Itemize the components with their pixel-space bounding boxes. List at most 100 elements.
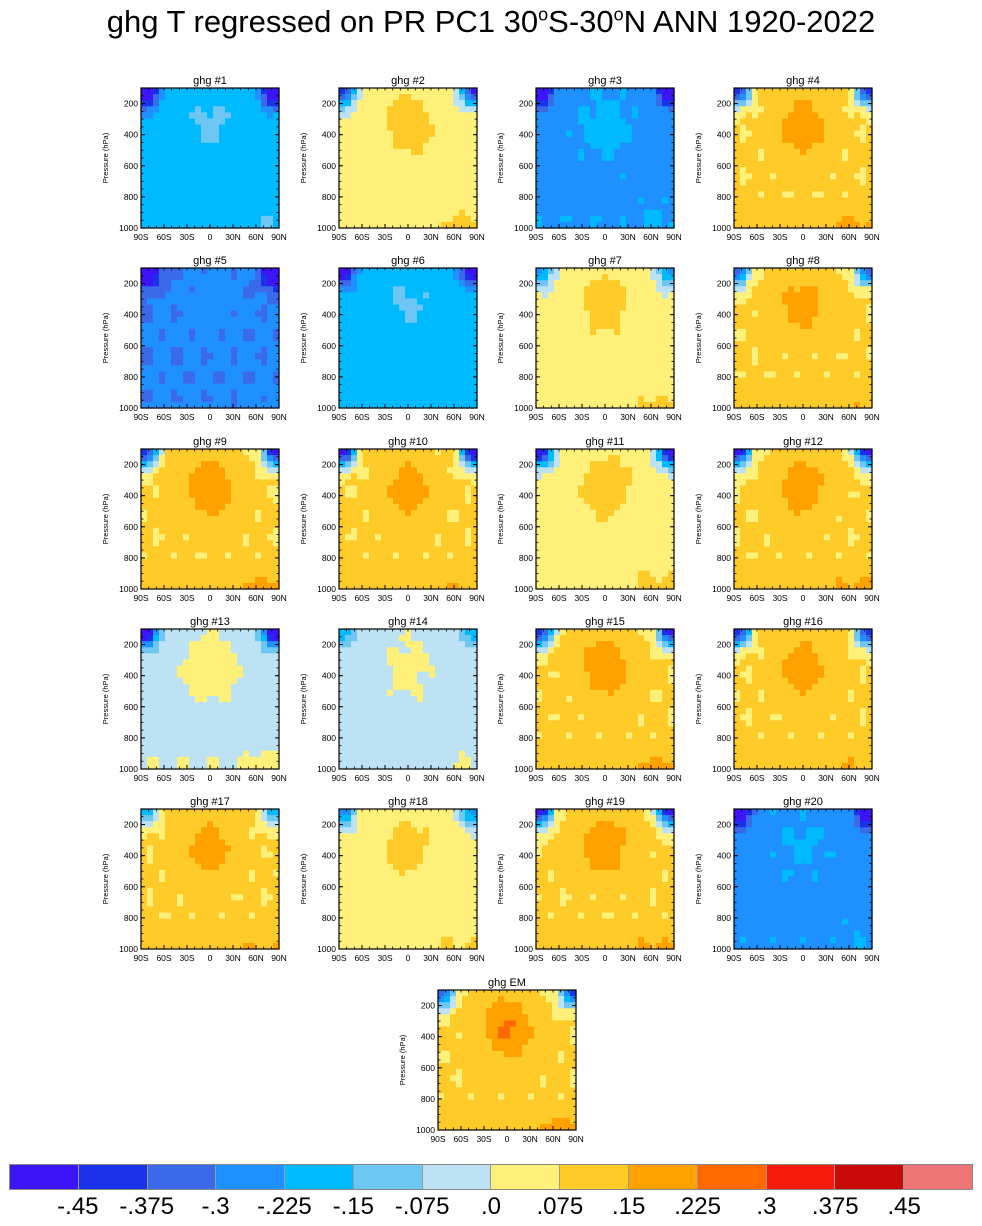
contour-cell (650, 280, 657, 287)
contour-cell (183, 209, 190, 217)
contour-cell (566, 124, 573, 132)
contour-cell (590, 215, 597, 223)
contour-cell (141, 130, 148, 138)
contour-cell (171, 359, 178, 366)
contour-cell (441, 371, 448, 379)
contour-cell (465, 100, 472, 107)
contour-cell (381, 322, 388, 330)
contour-cell (141, 353, 148, 360)
contour-cell (620, 359, 627, 366)
contour-cell (273, 383, 280, 391)
contour-cell (171, 310, 178, 318)
contour-cell (213, 136, 220, 144)
contour-cell (788, 179, 795, 186)
contour-cell (734, 304, 741, 312)
contour-cell (548, 371, 555, 379)
contour-cell (644, 268, 651, 275)
contour-cell (638, 365, 645, 373)
contour-cell (255, 215, 262, 223)
contour-cell (800, 334, 807, 342)
contour-cell (782, 322, 789, 330)
contour-cell (255, 395, 262, 403)
contour-cell (566, 221, 573, 229)
contour-cell (435, 124, 442, 132)
contour-cell (351, 221, 358, 229)
contour-cell (572, 280, 579, 287)
contour-cell (620, 100, 627, 107)
contour-cell (836, 371, 843, 379)
contour-cell (393, 401, 400, 409)
contour-cell (441, 310, 448, 318)
contour-cell (213, 179, 220, 186)
contour-cell (387, 209, 394, 217)
contour-cell (249, 167, 256, 174)
contour-cell (776, 377, 783, 385)
contour-cell (189, 341, 196, 348)
contour-cell (602, 347, 609, 354)
contour-cell (453, 365, 460, 373)
contour-cell (842, 377, 849, 385)
contour-cell (357, 173, 364, 180)
contour-cell (195, 316, 202, 324)
contour-cell (578, 365, 585, 373)
contour-cell (345, 377, 352, 385)
contour-cell (255, 94, 262, 101)
contour-cell (776, 185, 783, 193)
contour-cell (399, 292, 406, 300)
contour-cell (800, 209, 807, 217)
contour-cell (381, 209, 388, 217)
contour-cell (566, 322, 573, 330)
contour-cell (812, 100, 819, 107)
contour-cell (447, 401, 454, 409)
contour-cell (453, 203, 460, 211)
contour-cell (842, 365, 849, 373)
contour-cell (219, 142, 226, 150)
contour-cell (207, 304, 214, 312)
contour-cell (554, 359, 561, 366)
contour-cell (363, 130, 370, 138)
contour-cell (423, 334, 430, 342)
contour-cell (363, 124, 370, 132)
contour-cell (387, 179, 394, 186)
contour-cell (147, 161, 154, 168)
contour-cell (261, 118, 268, 126)
contour-cell (788, 334, 795, 342)
contour-cell (578, 377, 585, 385)
contour-cell (812, 161, 819, 168)
contour-cell (614, 88, 621, 95)
contour-cell (800, 148, 807, 156)
contour-cell (836, 88, 843, 95)
contour-cell (620, 310, 627, 318)
contour-cell (339, 148, 346, 156)
contour-cell (435, 359, 442, 366)
contour-cell (165, 280, 172, 287)
contour-cell (423, 371, 430, 379)
contour-cell (261, 136, 268, 144)
contour-cell (273, 203, 280, 211)
contour-cell (848, 341, 855, 348)
contour-cell (237, 359, 244, 366)
contour-cell (788, 371, 795, 379)
contour-cell (650, 118, 657, 126)
contour-cell (429, 142, 436, 150)
contour-cell (417, 112, 424, 120)
contour-cell (536, 268, 543, 275)
contour-cell (393, 371, 400, 379)
contour-cell (465, 292, 472, 300)
contour-cell (584, 94, 591, 101)
contour-cell (465, 191, 472, 199)
contour-cell (255, 203, 262, 211)
contour-cell (195, 286, 202, 293)
contour-cell (399, 316, 406, 324)
y-tick-label: 600 (519, 341, 533, 351)
contour-cell (399, 310, 406, 318)
contour-cell (602, 161, 609, 168)
contour-cell (201, 191, 208, 199)
contour-cell (578, 298, 585, 306)
contour-cell (578, 112, 585, 120)
contour-cell (171, 179, 178, 186)
contour-cell (638, 316, 645, 324)
contour-cell (423, 395, 430, 403)
contour-cell (207, 286, 214, 293)
contour-cell (429, 371, 436, 379)
